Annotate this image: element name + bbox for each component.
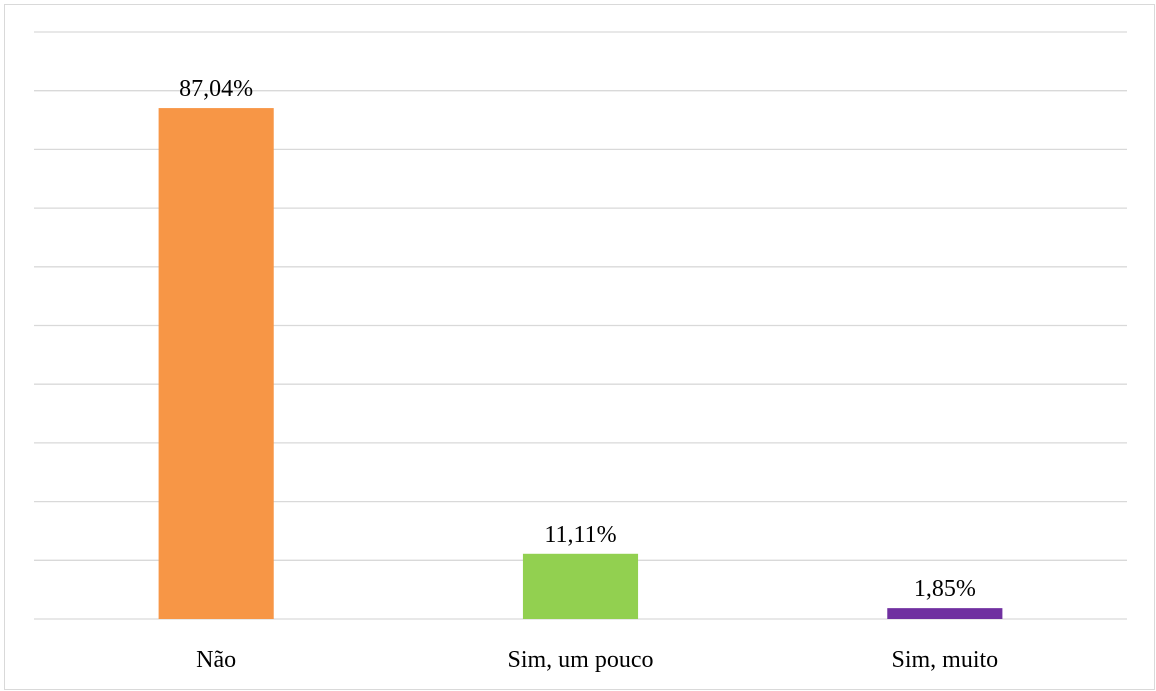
data-label: 11,11% xyxy=(544,522,616,548)
x-tick-label: Não xyxy=(196,647,236,673)
x-tick-label: Sim, muito xyxy=(891,647,998,673)
bar xyxy=(522,553,639,619)
x-tick-label: Sim, um pouco xyxy=(507,647,653,673)
bar xyxy=(887,608,1003,619)
data-label: 1,85% xyxy=(914,576,976,602)
data-label: 87,04% xyxy=(179,76,253,102)
bar xyxy=(158,108,274,620)
